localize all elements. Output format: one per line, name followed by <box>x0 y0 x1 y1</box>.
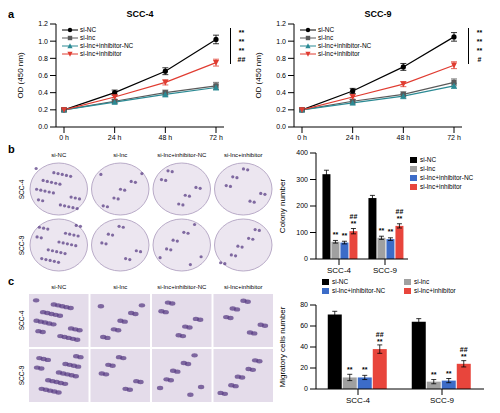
svg-text:100: 100 <box>296 229 308 236</box>
html-text:a: a <box>8 8 15 20</box>
html-text:si-lnc: si-lnc <box>420 165 436 172</box>
svg-text:1.0: 1.0 <box>276 38 286 45</box>
html-text:si-lnc: si-lnc <box>113 152 128 158</box>
svg-text:20: 20 <box>300 364 308 371</box>
svg-text:0.6: 0.6 <box>276 72 286 79</box>
svg-text:**: ** <box>342 232 348 239</box>
html-text:si-NC: si-NC <box>51 284 67 290</box>
svg-text:0.8: 0.8 <box>276 55 286 62</box>
svg-text:0.2: 0.2 <box>276 106 286 113</box>
html-text:SCC-9: SCC-9 <box>18 365 26 386</box>
html-text:si-lnc+inhibitor-NC: si-lnc+inhibitor-NC <box>80 42 134 49</box>
svg-text:**: ** <box>377 338 383 345</box>
html-text:si-NC: si-NC <box>318 26 335 33</box>
svg-text:**: ** <box>379 227 385 234</box>
svg-text:60: 60 <box>300 322 308 329</box>
svg-text:**: ** <box>461 353 467 360</box>
svg-text:SCC-9: SCC-9 <box>430 396 455 405</box>
svg-text:Migratory cells number: Migratory cells number <box>278 306 287 387</box>
html-text:SCC-9: SCC-9 <box>18 235 26 255</box>
svg-text:300: 300 <box>296 176 308 183</box>
html-text:SCC-9: SCC-9 <box>364 9 392 19</box>
html-text:si-lnc+inhibitor: si-lnc+inhibitor <box>318 50 360 57</box>
svg-text:##: ## <box>350 213 358 220</box>
svg-text:0.2: 0.2 <box>38 106 48 113</box>
svg-text:400: 400 <box>296 149 308 156</box>
svg-text:0 h: 0 h <box>59 134 69 141</box>
svg-text:SCC-9: SCC-9 <box>373 266 398 275</box>
svg-text:**: ** <box>446 370 452 377</box>
svg-text:##: ## <box>376 331 384 338</box>
html-text:si-lnc+inhibitor-NC: si-lnc+inhibitor-NC <box>157 152 207 158</box>
html-text:si-lnc+inhibitor-NC: si-lnc+inhibitor-NC <box>318 42 372 49</box>
html-text:b: b <box>8 143 15 155</box>
svg-text:**: ** <box>351 220 357 227</box>
html-text:si-lnc: si-lnc <box>113 284 128 290</box>
svg-text:SCC-4: SCC-4 <box>346 396 371 405</box>
html-text:SCC-4: SCC-4 <box>18 179 26 199</box>
svg-text:1.2: 1.2 <box>276 20 286 27</box>
svg-text:Colony number: Colony number <box>278 179 287 234</box>
svg-text:0.8: 0.8 <box>38 55 48 62</box>
html-text:si-lnc+inhibitor: si-lnc+inhibitor <box>414 287 456 294</box>
svg-text:##: ## <box>396 208 404 215</box>
html-text:si-NC: si-NC <box>332 278 349 285</box>
svg-text:SCC-4: SCC-4 <box>327 266 352 275</box>
html-text:si-lnc+inhibitor-NC: si-lnc+inhibitor-NC <box>157 284 207 290</box>
svg-text:1.2: 1.2 <box>38 20 48 27</box>
svg-text:48 h: 48 h <box>397 134 411 141</box>
svg-text:0: 0 <box>304 255 308 262</box>
html-text:si-lnc+inhibitor-NC: si-lnc+inhibitor-NC <box>420 174 474 181</box>
html-text:si-lnc+inhibitor: si-lnc+inhibitor <box>420 183 462 190</box>
svg-text:72 h: 72 h <box>447 134 461 141</box>
html-text:SCC-4: SCC-4 <box>18 310 26 331</box>
svg-text:0.6: 0.6 <box>38 72 48 79</box>
svg-text:48 h: 48 h <box>159 134 173 141</box>
html-text:si-lnc+inhibitor: si-lnc+inhibitor <box>224 152 263 158</box>
svg-text:24 h: 24 h <box>346 134 360 141</box>
html-text:si-lnc+inhibitor: si-lnc+inhibitor <box>224 284 263 290</box>
svg-text:0.4: 0.4 <box>276 89 286 96</box>
html-text:si-lnc: si-lnc <box>318 34 334 41</box>
svg-text:**: ** <box>333 231 339 238</box>
html-text:SCC-4: SCC-4 <box>126 9 154 19</box>
svg-text:0: 0 <box>304 385 308 392</box>
html-text:c: c <box>8 275 15 287</box>
html-text:si-NC: si-NC <box>51 152 67 158</box>
svg-text:**: ** <box>362 366 368 373</box>
svg-text:40: 40 <box>300 343 308 350</box>
html-text:si-NC: si-NC <box>420 156 437 163</box>
svg-text:1.0: 1.0 <box>38 38 48 45</box>
svg-text:OD (450 nm): OD (450 nm) <box>16 52 25 99</box>
svg-text:0 h: 0 h <box>297 134 307 141</box>
html-text:si-NC: si-NC <box>80 26 97 33</box>
html-text:si-lnc+inhibitor: si-lnc+inhibitor <box>80 50 122 57</box>
svg-text:200: 200 <box>296 202 308 209</box>
svg-text:0.0: 0.0 <box>38 123 48 130</box>
svg-text:**: ** <box>431 371 437 378</box>
html-text:si-lnc+inhibitor-NC: si-lnc+inhibitor-NC <box>332 287 386 294</box>
svg-text:0.4: 0.4 <box>38 89 48 96</box>
svg-text:##: ## <box>460 346 468 353</box>
html-text:si-lnc: si-lnc <box>80 34 96 41</box>
html-text:si-lnc: si-lnc <box>414 278 430 285</box>
svg-text:24 h: 24 h <box>108 134 122 141</box>
svg-text:72 h: 72 h <box>209 134 223 141</box>
svg-text:**: ** <box>388 228 394 235</box>
svg-text:80: 80 <box>300 301 308 308</box>
svg-text:**: ** <box>347 366 353 373</box>
svg-text:0.0: 0.0 <box>276 123 286 130</box>
svg-text:**: ** <box>397 215 403 222</box>
svg-text:OD (450 nm): OD (450 nm) <box>254 52 263 99</box>
